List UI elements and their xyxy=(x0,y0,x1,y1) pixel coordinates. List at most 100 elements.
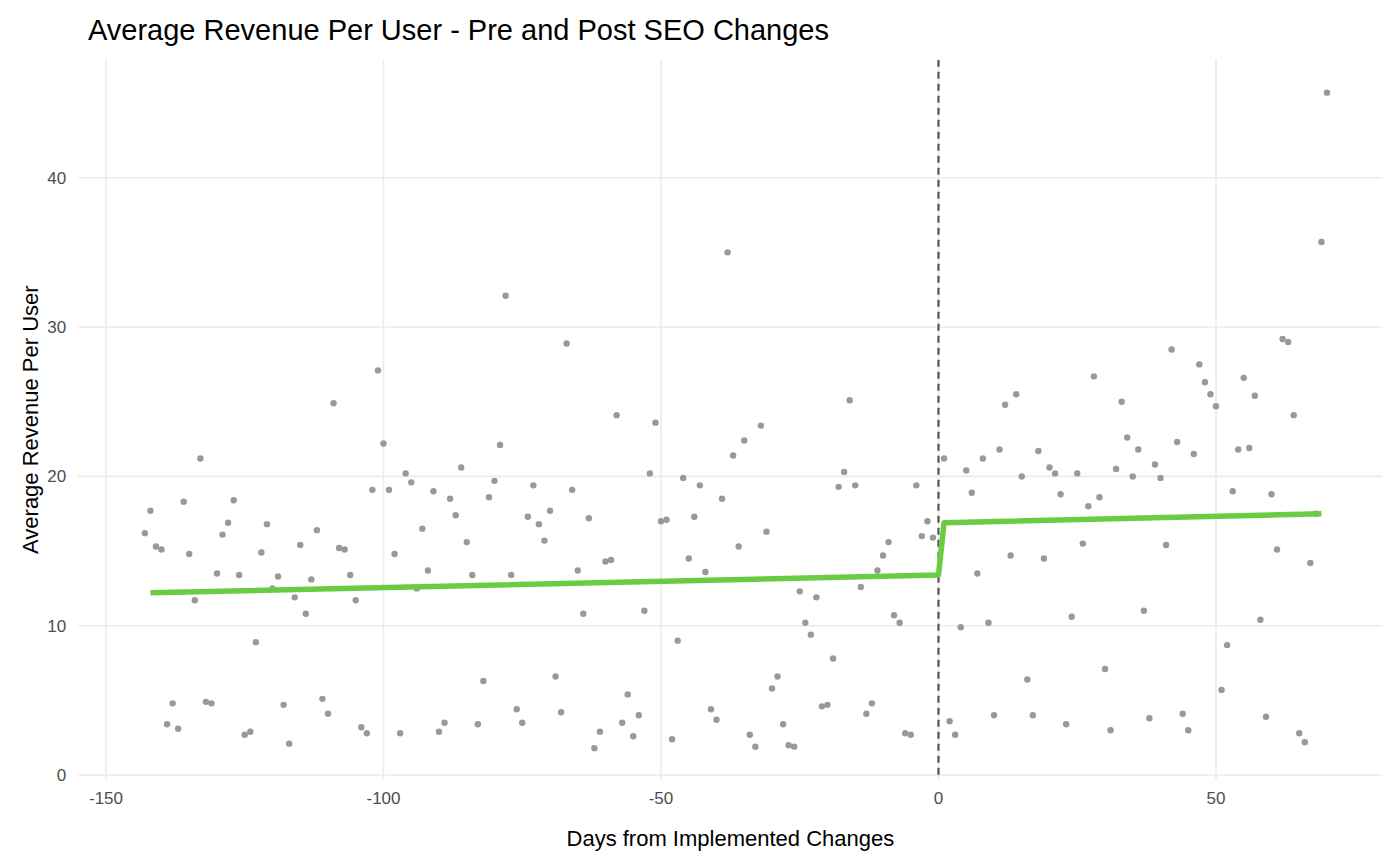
scatter-point xyxy=(1085,503,1091,509)
scatter-point xyxy=(242,732,248,738)
scatter-point xyxy=(519,720,525,726)
scatter-point xyxy=(458,464,464,470)
grid xyxy=(78,60,1382,780)
scatter-point xyxy=(791,743,797,749)
scatter-point xyxy=(403,470,409,476)
scatter-point xyxy=(336,545,342,551)
scatter-point xyxy=(1168,346,1174,352)
scatter-point xyxy=(347,572,353,578)
y-grid-line xyxy=(78,177,1382,179)
scatter-point xyxy=(763,528,769,534)
scatter-point xyxy=(813,594,819,600)
scatter-point xyxy=(896,620,902,626)
scatter-point xyxy=(502,293,508,299)
scatter-point xyxy=(225,519,231,525)
x-grid-line xyxy=(383,60,385,780)
scatter-point xyxy=(874,567,880,573)
scatter-point xyxy=(769,685,775,691)
scatter-point xyxy=(1213,403,1219,409)
scatter-point xyxy=(475,721,481,727)
scatter-point xyxy=(375,367,381,373)
scatter-point xyxy=(1307,560,1313,566)
scatter-point xyxy=(1107,727,1113,733)
scatter-point xyxy=(1279,336,1285,342)
scatter-point xyxy=(219,531,225,537)
scatter-point xyxy=(203,699,209,705)
scatter-point xyxy=(430,488,436,494)
scatter-point xyxy=(747,732,753,738)
fit-line xyxy=(150,514,1321,593)
scatter-point xyxy=(802,620,808,626)
scatter-point xyxy=(441,720,447,726)
scatter-point xyxy=(625,691,631,697)
scatter-point xyxy=(1302,739,1308,745)
y-grid-line xyxy=(78,476,1382,478)
scatter-point xyxy=(169,700,175,706)
scatter-point xyxy=(1246,445,1252,451)
scatter-point xyxy=(286,740,292,746)
title: Average Revenue Per User - Pre and Post … xyxy=(88,14,829,46)
scatter-point xyxy=(236,572,242,578)
scatter-point xyxy=(819,703,825,709)
scatter-point xyxy=(841,469,847,475)
scatter-point xyxy=(930,534,936,540)
scatter-point xyxy=(497,442,503,448)
scatter-point xyxy=(1157,475,1163,481)
scatter-point xyxy=(164,721,170,727)
scatter-point xyxy=(1091,373,1097,379)
scatter-point xyxy=(969,490,975,496)
scatter-point xyxy=(680,475,686,481)
y-tick-label: 0 xyxy=(57,766,66,785)
scatter-point xyxy=(452,512,458,518)
scatter-point xyxy=(530,482,536,488)
scatter-point xyxy=(447,496,453,502)
scatter-point xyxy=(142,530,148,536)
scatter-point xyxy=(425,567,431,573)
scatter-point xyxy=(952,732,958,738)
scatter-point xyxy=(397,730,403,736)
scatter-point xyxy=(647,470,653,476)
scatter-point xyxy=(408,479,414,485)
scatter-point xyxy=(919,533,925,539)
scatter-point xyxy=(736,543,742,549)
scatter-point xyxy=(353,597,359,603)
scatter-point xyxy=(1080,540,1086,546)
scatter-point xyxy=(1318,239,1324,245)
scatter-point xyxy=(230,497,236,503)
scatter-point xyxy=(330,400,336,406)
scatter-point xyxy=(1041,555,1047,561)
scatter-point xyxy=(1007,552,1013,558)
scatter-point xyxy=(1013,391,1019,397)
y-tick-label: 30 xyxy=(47,318,66,337)
scatter-point xyxy=(847,397,853,403)
scatter-point xyxy=(1196,361,1202,367)
scatter-point xyxy=(1069,614,1075,620)
scatter-point xyxy=(364,730,370,736)
scatter-point xyxy=(830,655,836,661)
y-grid-line xyxy=(78,774,1382,776)
scatter-point xyxy=(419,525,425,531)
scatter-point xyxy=(974,570,980,576)
scatter-point xyxy=(686,555,692,561)
x-tick-label: -100 xyxy=(366,789,400,808)
scatter-point xyxy=(669,736,675,742)
scatter-point xyxy=(536,521,542,527)
scatter-point xyxy=(280,702,286,708)
scatter-point xyxy=(741,437,747,443)
scatter-point xyxy=(208,700,214,706)
scatter-point xyxy=(641,608,647,614)
scatter-point xyxy=(292,594,298,600)
scatter-point xyxy=(591,745,597,751)
scatter-point xyxy=(1052,470,1058,476)
scatter-point xyxy=(636,712,642,718)
y-grid-line xyxy=(78,625,1382,627)
y-axis-label: Average Revenue Per User xyxy=(18,285,43,554)
scatter-point xyxy=(980,455,986,461)
scatter-point xyxy=(713,717,719,723)
scatter-point xyxy=(514,706,520,712)
scatter-point xyxy=(197,455,203,461)
scatter-point xyxy=(1180,711,1186,717)
scatter-point xyxy=(902,730,908,736)
x-tick-label: -50 xyxy=(649,789,674,808)
scatter-point xyxy=(863,711,869,717)
